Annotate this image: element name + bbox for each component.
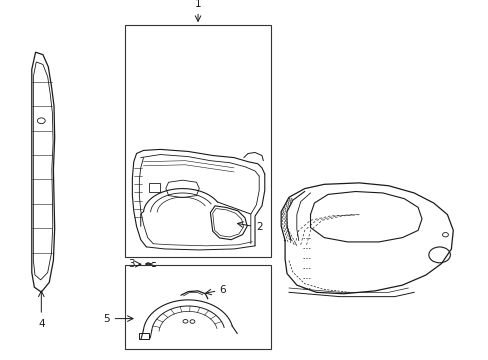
Text: 6: 6 [219, 285, 226, 295]
Text: 3: 3 [127, 259, 134, 269]
Bar [124, 265, 271, 349]
Bar [124, 25, 271, 257]
Text: 5: 5 [103, 314, 110, 324]
Text: 2: 2 [256, 222, 262, 232]
Text: 1: 1 [194, 0, 201, 9]
Text: 4: 4 [38, 319, 44, 329]
